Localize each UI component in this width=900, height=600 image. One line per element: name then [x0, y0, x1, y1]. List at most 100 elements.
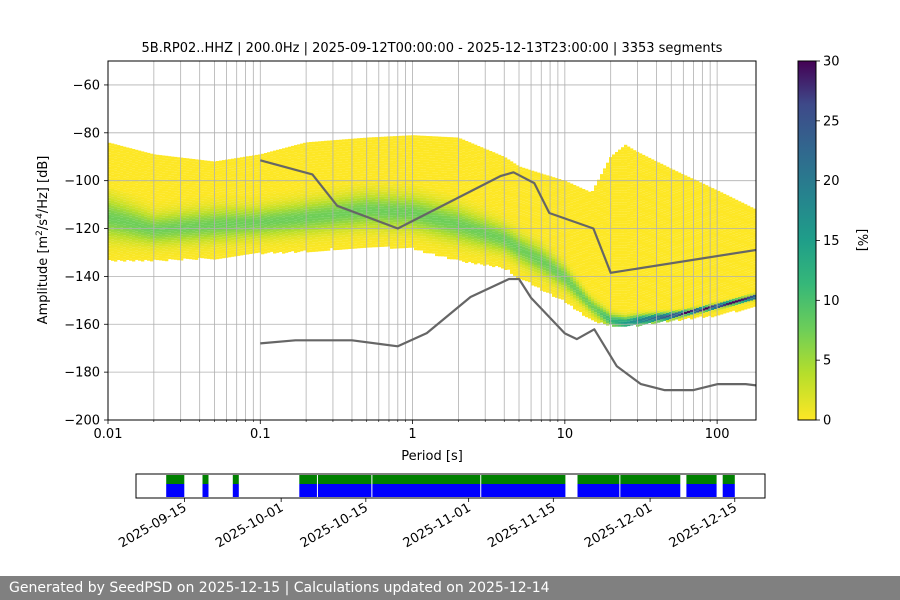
heatmap-cell — [279, 151, 283, 154]
heatmap-cell — [279, 199, 283, 202]
heatmap-cell — [378, 146, 382, 149]
heatmap-cell — [348, 237, 352, 240]
heatmap-cell — [114, 232, 118, 236]
heatmap-cell — [336, 185, 340, 188]
heatmap-cell — [216, 196, 220, 200]
heatmap-cell — [171, 235, 175, 238]
heatmap-cell — [276, 212, 280, 215]
heatmap-cell — [132, 199, 136, 202]
heatmap-cell — [132, 153, 136, 157]
heatmap-cell — [393, 188, 397, 192]
heatmap-cell — [408, 173, 412, 176]
heatmap-cell — [120, 234, 124, 237]
heatmap-cell — [357, 195, 361, 199]
heatmap-cell — [312, 194, 316, 197]
heatmap-cell — [327, 207, 331, 210]
heatmap-cell — [126, 185, 130, 189]
heatmap-cell — [216, 194, 220, 197]
heatmap-cell — [249, 170, 253, 173]
heatmap-cell — [141, 156, 145, 159]
heatmap-cell — [183, 246, 187, 249]
heatmap-cell — [402, 212, 406, 215]
heatmap-cell — [390, 169, 394, 173]
heatmap-cell — [372, 166, 376, 169]
heatmap-cell — [174, 214, 178, 217]
heatmap-cell — [423, 150, 427, 153]
heatmap-cell — [114, 187, 118, 190]
heatmap-cell — [108, 169, 112, 172]
heatmap-cell — [285, 185, 289, 189]
heatmap-cell — [204, 234, 208, 238]
heatmap-cell — [222, 160, 226, 163]
heatmap-cell — [228, 252, 232, 255]
heatmap-cell — [312, 184, 316, 188]
heatmap-cell — [219, 170, 223, 173]
heatmap-cell — [384, 232, 388, 235]
heatmap-cell — [177, 238, 181, 241]
heatmap-cell — [186, 225, 190, 228]
heatmap-cell — [378, 225, 382, 228]
heatmap-cell — [312, 141, 316, 145]
heatmap-cell — [420, 183, 424, 186]
heatmap-cell — [297, 185, 301, 188]
heatmap-cell — [330, 205, 334, 208]
heatmap-cell — [384, 206, 388, 209]
heatmap-cell — [117, 252, 121, 256]
heatmap-cell — [258, 159, 262, 162]
heatmap-cell — [306, 214, 310, 217]
heatmap-cell — [147, 164, 151, 168]
heatmap-cell — [219, 222, 223, 226]
heatmap-cell — [150, 170, 154, 173]
heatmap-cell — [315, 225, 319, 228]
heatmap-cell — [201, 255, 205, 259]
heatmap-cell — [357, 159, 361, 163]
heatmap-cell — [114, 228, 118, 231]
heatmap-cell — [270, 194, 274, 197]
heatmap-cell — [150, 175, 154, 178]
heatmap-cell — [348, 160, 352, 163]
heatmap-cell — [372, 137, 376, 140]
heatmap-cell — [438, 172, 442, 175]
heatmap-cell — [114, 144, 118, 147]
heatmap-cell — [195, 178, 199, 181]
heatmap-cell — [210, 249, 214, 253]
heatmap-cell — [303, 245, 307, 249]
heatmap-cell — [114, 220, 118, 224]
heatmap-cell — [291, 174, 295, 177]
heatmap-cell — [255, 245, 259, 249]
heatmap-cell — [111, 196, 115, 199]
heatmap-cell — [291, 208, 295, 211]
heatmap-cell — [159, 217, 163, 220]
heatmap-cell — [249, 167, 253, 171]
heatmap-cell — [405, 152, 409, 155]
heatmap-cell — [261, 158, 265, 161]
heatmap-cell — [297, 187, 301, 190]
heatmap-cell — [135, 169, 139, 172]
heatmap-cell — [114, 256, 118, 260]
heatmap-cell — [186, 175, 190, 178]
heatmap-cell — [378, 144, 382, 147]
heatmap-cell — [297, 194, 301, 197]
heatmap-cell — [222, 234, 226, 237]
heatmap-cell — [432, 174, 436, 177]
heatmap-cell — [186, 237, 190, 240]
heatmap-cell — [234, 222, 238, 226]
heatmap-cell — [114, 168, 118, 171]
heatmap-cell — [207, 218, 211, 221]
heatmap-cell — [324, 160, 328, 163]
heatmap-cell — [351, 186, 355, 189]
heatmap-cell — [303, 221, 307, 225]
heatmap-cell — [297, 209, 301, 212]
heatmap-cell — [384, 208, 388, 211]
heatmap-cell — [204, 182, 208, 185]
heatmap-cell — [180, 157, 184, 160]
heatmap-cell — [441, 139, 445, 142]
heatmap-cell — [390, 234, 394, 237]
heatmap-cell — [201, 251, 205, 254]
heatmap-cell — [321, 236, 325, 240]
heatmap-cell — [195, 169, 199, 172]
heatmap-cell — [381, 203, 385, 207]
heatmap-cell — [381, 211, 385, 214]
heatmap-cell — [390, 150, 394, 154]
heatmap-cell — [135, 202, 139, 205]
